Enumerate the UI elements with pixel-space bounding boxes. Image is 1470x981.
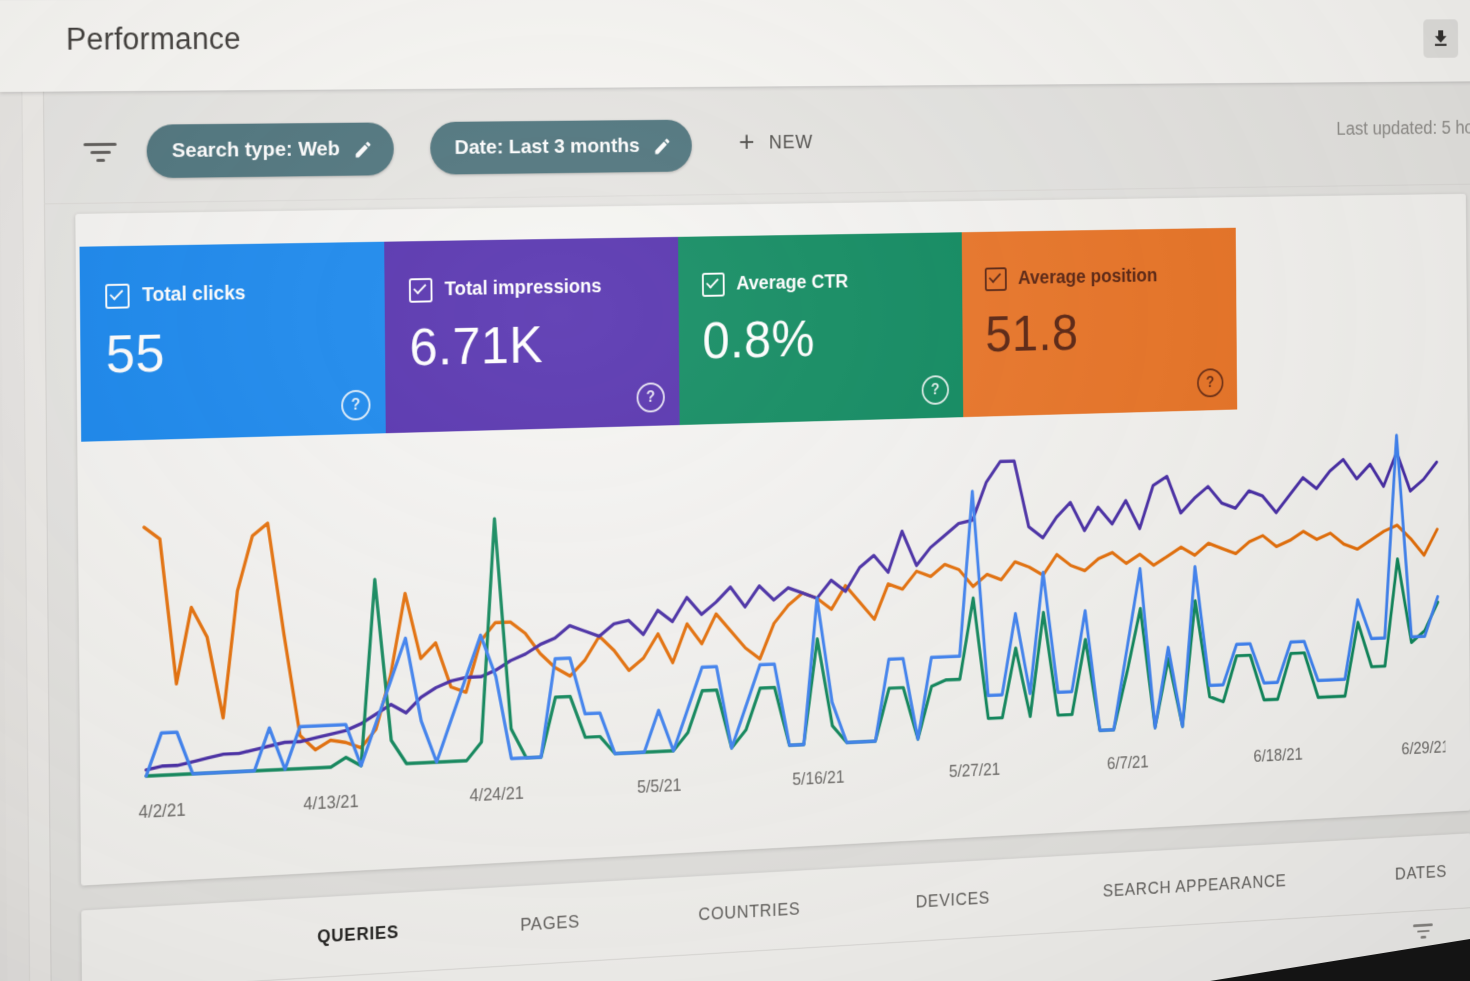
metric-card-average-ctr[interactable]: Average CTR 0.8% ? bbox=[678, 232, 964, 426]
new-filter-button[interactable]: + NEW bbox=[738, 126, 813, 159]
metric-label: Average CTR bbox=[736, 271, 849, 295]
last-updated-text: Last updated: 5 hour bbox=[1336, 117, 1470, 140]
tab-countries[interactable]: COUNTRIES bbox=[698, 899, 801, 925]
x-tick-label: 6/18/21 bbox=[1253, 745, 1302, 766]
x-tick-label: 4/24/21 bbox=[470, 783, 524, 805]
metric-label: Total clicks bbox=[142, 282, 246, 307]
checkbox-checked-icon[interactable] bbox=[701, 272, 725, 297]
chart-series-position bbox=[144, 485, 1438, 758]
performance-line-chart[interactable]: 4/2/21 4/13/21 4/24/21 5/5/21 5/16/21 5/27/21… bbox=[136, 423, 1446, 838]
tab-queries[interactable]: QUERIES bbox=[317, 922, 400, 947]
metric-label: Average position bbox=[1017, 265, 1158, 289]
help-icon[interactable]: ? bbox=[636, 382, 665, 413]
chart-series-clicks bbox=[144, 434, 1439, 776]
metric-card-average-position[interactable]: Average position 51.8 ? bbox=[961, 227, 1238, 418]
tab-pages[interactable]: PAGES bbox=[520, 911, 580, 935]
page-title: Performance bbox=[65, 21, 241, 57]
tab-devices[interactable]: DEVICES bbox=[915, 888, 991, 912]
search-type-chip-label: Search type: Web bbox=[171, 137, 340, 163]
tab-dates[interactable]: DATES bbox=[1394, 862, 1447, 884]
checkbox-checked-icon[interactable] bbox=[408, 277, 433, 303]
sidebar-edge-inner bbox=[0, 91, 31, 981]
pencil-icon bbox=[355, 141, 371, 157]
new-filter-label: NEW bbox=[768, 131, 813, 153]
filter-funnel-icon[interactable] bbox=[83, 142, 118, 165]
pencil-icon bbox=[654, 138, 670, 154]
search-type-chip[interactable]: Search type: Web bbox=[146, 122, 394, 179]
metric-value: 51.8 bbox=[985, 304, 1079, 363]
checkbox-checked-icon[interactable] bbox=[984, 267, 1007, 292]
export-download-button[interactable] bbox=[1423, 19, 1459, 58]
x-tick-label: 6/29/21 bbox=[1401, 737, 1445, 758]
metric-card-total-clicks[interactable]: Total clicks 55 ? bbox=[79, 241, 386, 442]
chart-series-impressions bbox=[144, 448, 1439, 770]
download-icon bbox=[1434, 30, 1447, 46]
sidebar-edge bbox=[0, 91, 53, 981]
x-tick-label: 5/5/21 bbox=[637, 775, 681, 797]
help-icon[interactable]: ? bbox=[921, 375, 950, 406]
tab-search-appearance[interactable]: SEARCH APPEARANCE bbox=[1102, 871, 1287, 901]
x-tick-label: 4/2/21 bbox=[138, 800, 185, 822]
date-range-chip[interactable]: Date: Last 3 months bbox=[430, 119, 692, 175]
app-header: Performance bbox=[0, 0, 1470, 93]
metric-value: 0.8% bbox=[702, 309, 816, 370]
plus-icon: + bbox=[738, 126, 755, 159]
performance-chart-card: Total clicks 55 ? Total impressions 6.71… bbox=[75, 193, 1470, 886]
filter-bar: Search type: Web Date: Last 3 months + N… bbox=[42, 81, 1470, 205]
metric-value: 6.71K bbox=[409, 315, 544, 377]
help-icon[interactable]: ? bbox=[341, 389, 371, 421]
x-tick-label: 4/13/21 bbox=[303, 791, 358, 814]
x-tick-label: 5/27/21 bbox=[949, 760, 1000, 782]
date-range-chip-label: Date: Last 3 months bbox=[454, 134, 640, 159]
checkbox-checked-icon[interactable] bbox=[105, 283, 130, 309]
metric-cards-row: Total clicks 55 ? Total impressions 6.71… bbox=[79, 227, 1238, 442]
x-tick-label: 6/7/21 bbox=[1107, 752, 1149, 773]
monitor-bezel-corner bbox=[1210, 939, 1470, 981]
x-tick-label: 5/16/21 bbox=[792, 767, 844, 789]
metric-label: Total impressions bbox=[444, 275, 602, 301]
metric-card-total-impressions[interactable]: Total impressions 6.71K ? bbox=[384, 236, 680, 434]
help-icon[interactable]: ? bbox=[1196, 368, 1224, 398]
metric-value: 55 bbox=[105, 323, 166, 385]
